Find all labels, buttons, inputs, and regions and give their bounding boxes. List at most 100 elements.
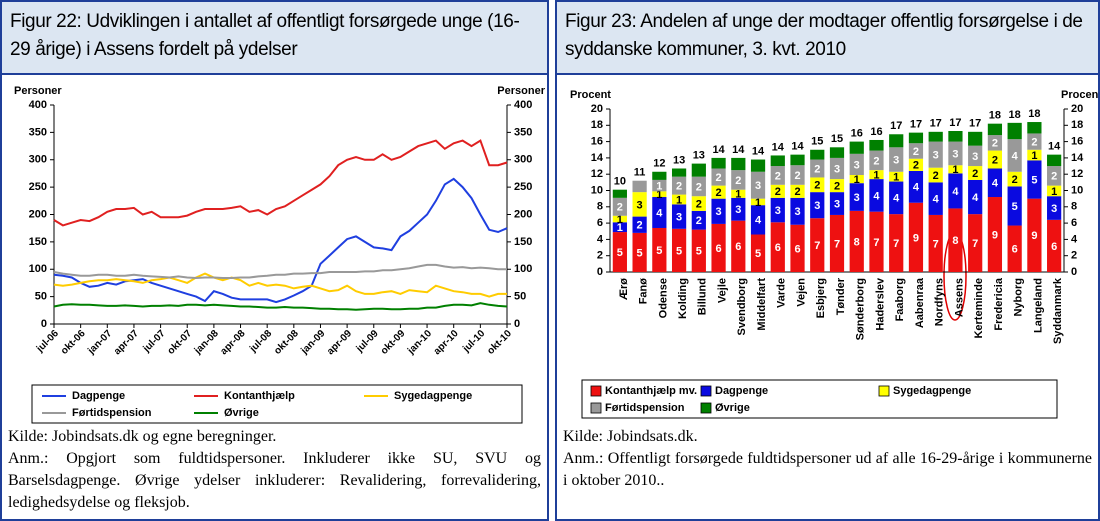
value-label: 3 <box>952 148 958 160</box>
bar-segment <box>928 182 943 215</box>
value-label: 3 <box>755 180 761 192</box>
y-tick-label: 0 <box>41 318 47 330</box>
y-tick-label: 150 <box>29 236 47 248</box>
y-tick-label: 4 <box>597 233 604 245</box>
bar-segment <box>731 157 746 171</box>
bar-segment <box>987 197 1003 272</box>
bar-segment <box>869 211 884 272</box>
total-label: 11 <box>634 167 646 179</box>
value-label: 6 <box>735 241 741 253</box>
bar-segment <box>770 166 785 185</box>
value-label: 4 <box>952 186 959 198</box>
legend-label: Førtidspension <box>72 407 152 419</box>
value-label: 3 <box>893 154 899 166</box>
y-tick-label: 300 <box>29 154 47 166</box>
bar-segment <box>770 222 785 272</box>
bar-segment <box>1047 196 1062 220</box>
bar-segment <box>829 214 845 272</box>
bar-segment <box>711 168 726 186</box>
x-tick-label: Nordfyns <box>934 278 946 326</box>
value-label: 4 <box>656 207 663 219</box>
note: Anm.: Opgjort som fuldtidspersoner. Inkl… <box>8 450 541 511</box>
value-label: 5 <box>755 248 761 260</box>
total-label: 18 <box>1028 108 1040 120</box>
value-label: 3 <box>716 206 722 218</box>
bar-segment <box>987 123 1003 136</box>
bar-segment <box>829 147 845 158</box>
legend-swatch <box>700 402 712 414</box>
y-tick-label: 20 <box>591 103 603 115</box>
line-series <box>53 139 508 227</box>
value-label: 3 <box>735 204 741 216</box>
bar-segment <box>908 132 924 144</box>
bar-segment <box>1047 154 1062 167</box>
total-label: 15 <box>831 133 843 145</box>
bar-segment <box>869 170 884 180</box>
x-tick-label: jan-08 <box>192 328 221 357</box>
x-tick-label: jul-08 <box>247 328 274 355</box>
value-label: 7 <box>814 240 820 252</box>
y-tick-label: 16 <box>591 136 603 148</box>
legend-label: Øvrige <box>715 402 750 414</box>
bar-segment <box>632 180 647 193</box>
x-tick-label: okt-08 <box>272 328 301 357</box>
bar-segment <box>968 131 983 146</box>
bar-segment <box>790 154 805 166</box>
bar-segment <box>968 166 983 180</box>
y-tick-label: 10 <box>591 184 603 196</box>
bar-segment <box>810 159 825 178</box>
value-label: 2 <box>696 181 702 193</box>
y2-tick-label: 14 <box>1071 152 1084 164</box>
x-tick-label: okt-07 <box>166 328 195 357</box>
value-label: 7 <box>972 238 978 250</box>
value-label: 2 <box>617 202 623 214</box>
value-label: 9 <box>1031 230 1037 242</box>
bar-segment <box>968 214 983 272</box>
chart: Personer Personer 0 50 100 150 200 250 300 350 400… <box>14 85 546 424</box>
y2-tick-label: 18 <box>1071 119 1083 131</box>
x-tick-label: jul-09 <box>354 328 381 355</box>
value-label: 6 <box>1012 244 1018 256</box>
y-tick-label: 100 <box>29 263 47 275</box>
y2-tick-label: 0 <box>1071 266 1077 278</box>
bar-segment <box>810 149 825 160</box>
value-label: 1 <box>1031 150 1037 162</box>
bar-segment <box>671 168 687 177</box>
bar-segment <box>671 194 687 205</box>
bar-segment <box>770 184 785 198</box>
bar-segment <box>810 192 825 219</box>
line-series <box>53 272 507 298</box>
bar-segment <box>612 189 627 198</box>
bar-segment <box>849 141 864 154</box>
y2-tick-label: 50 <box>514 291 526 303</box>
panel-right: Figur 23: Andelen af unge der modtager o… <box>555 0 1100 521</box>
value-label: 1 <box>617 214 623 226</box>
bar-segment <box>987 135 1003 151</box>
value-label: 5 <box>656 245 662 257</box>
value-label: 1 <box>656 189 662 201</box>
y-axis-label: Personer <box>14 85 62 97</box>
total-label: 18 <box>1009 109 1021 121</box>
y2-tick-label: 250 <box>514 181 532 193</box>
value-label: 4 <box>933 194 940 206</box>
legend-swatch <box>878 385 890 397</box>
total-label: 17 <box>969 118 981 130</box>
value-label: 4 <box>1012 150 1019 162</box>
total-label: 17 <box>890 120 902 132</box>
value-label: 2 <box>794 186 800 198</box>
bar-segment <box>849 183 864 211</box>
value-label: 9 <box>992 229 998 241</box>
value-label: 4 <box>893 193 900 205</box>
note: Anm.: Offentligt forsørgede fuldtidspers… <box>563 450 1092 489</box>
panel-title: Figur 23: Andelen af unge der modtager o… <box>557 2 1098 75</box>
bar-segment <box>889 134 904 148</box>
value-label: 3 <box>854 192 860 204</box>
value-label: 3 <box>834 163 840 175</box>
value-label: 3 <box>1051 203 1057 215</box>
bar-segment <box>711 157 726 169</box>
bar-segment <box>632 216 647 233</box>
value-label: 2 <box>696 215 702 227</box>
y2-tick-label: 6 <box>1071 217 1077 229</box>
value-label: 2 <box>794 170 800 182</box>
